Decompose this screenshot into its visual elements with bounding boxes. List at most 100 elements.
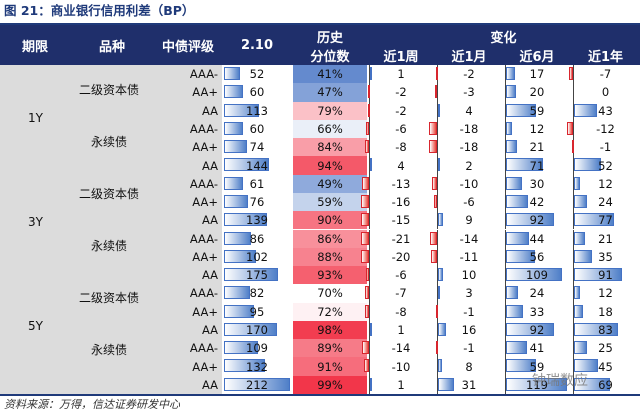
change-m6-cell: 20	[529, 85, 545, 100]
change-axis	[505, 138, 506, 157]
change-axis	[369, 302, 370, 321]
change-axis	[505, 211, 506, 230]
change-axis	[505, 83, 506, 102]
table-row: AAA- 109 89% -14 -1 41 25	[0, 339, 640, 359]
change-axis	[437, 229, 438, 248]
change-axis	[369, 339, 370, 358]
positive-change-bar	[506, 304, 524, 318]
percentile-cell: 99%	[293, 375, 367, 395]
change-w1-cell: -13	[391, 176, 411, 191]
change-axis	[437, 247, 438, 267]
positive-change-bar	[506, 377, 568, 391]
value-bar	[224, 158, 269, 172]
positive-change-bar	[506, 194, 528, 208]
negative-change-bar	[363, 359, 369, 373]
change-axis	[437, 83, 438, 102]
negative-change-bar	[361, 213, 369, 227]
negative-change-bar	[429, 231, 437, 245]
value-cell: 109	[246, 341, 268, 356]
change-y1-cell: 35	[598, 249, 613, 264]
positive-change-bar	[574, 268, 622, 282]
change-m1-cell: 31	[461, 377, 477, 392]
negative-change-bar	[431, 249, 437, 263]
positive-change-bar	[506, 140, 517, 154]
negative-change-bar	[435, 67, 438, 80]
change-m6-cell: 59	[529, 359, 545, 374]
change-y1-cell: -7	[599, 67, 612, 82]
change-axis	[505, 320, 506, 340]
value-cell: 102	[246, 249, 268, 264]
positive-change-bar	[506, 341, 528, 355]
change-m1-cell: -18	[459, 121, 479, 136]
positive-change-bar	[506, 67, 515, 80]
change-axis	[573, 119, 574, 139]
value-cell: 76	[249, 195, 265, 210]
source-note: 资料来源：万得，信达证券研发中心	[0, 394, 640, 412]
negative-change-bar	[429, 140, 437, 154]
negative-change-bar	[572, 140, 575, 154]
change-axis	[573, 357, 574, 376]
negative-change-bar	[361, 341, 369, 355]
rating-cell: AA	[201, 323, 218, 337]
change-m6-cell: 41	[529, 341, 545, 356]
percentile-cell: 70%	[293, 284, 367, 304]
value-bar	[224, 341, 258, 355]
percentile-cell: 98%	[293, 320, 367, 341]
header-period: 期限	[21, 39, 48, 55]
change-axis	[369, 320, 370, 340]
positive-change-bar	[506, 103, 537, 117]
change-m6-cell: 30	[529, 176, 545, 191]
change-w1-cell: -6	[395, 268, 407, 283]
table-row: AA+ 74 84% -8 -18 21 -1	[0, 138, 640, 158]
change-axis	[369, 229, 370, 248]
change-y1-cell: 12	[598, 286, 613, 301]
value-bar	[224, 67, 241, 80]
change-axis	[369, 357, 370, 376]
rating-cell: AA	[201, 158, 218, 173]
change-m1-cell: 16	[461, 323, 477, 337]
change-axis	[437, 101, 438, 120]
negative-change-bar	[362, 176, 369, 190]
table-row: AA 139 90% -15 9 92 77	[0, 211, 640, 231]
change-w1-cell: -8	[395, 304, 407, 319]
positive-change-bar	[438, 359, 443, 373]
header-w1: 近1周	[383, 49, 419, 65]
percentile-cell: 84%	[293, 138, 367, 158]
positive-change-bar	[574, 158, 602, 172]
value-bar	[224, 194, 248, 208]
positive-change-bar	[506, 176, 522, 190]
positive-change-bar	[574, 359, 598, 373]
change-axis	[505, 357, 506, 376]
change-m6-cell: 21	[529, 140, 545, 155]
rating-cell: AA	[201, 268, 218, 283]
value-bar	[224, 140, 248, 154]
positive-change-bar	[506, 231, 529, 245]
negative-change-bar	[365, 286, 369, 300]
rating-cell: AAA-	[189, 341, 218, 356]
change-axis	[369, 284, 370, 303]
positive-change-bar	[574, 377, 611, 391]
change-axis	[573, 101, 574, 120]
rating-cell: AA+	[192, 195, 218, 210]
value-bar	[224, 268, 279, 282]
change-axis	[437, 138, 438, 157]
header-y1: 近1年	[587, 49, 624, 65]
header-m6: 近6月	[519, 49, 555, 65]
rating-cell: AA+	[192, 85, 218, 100]
change-axis	[437, 357, 438, 376]
label-background	[0, 65, 222, 394]
negative-change-bar	[365, 121, 369, 135]
change-axis	[437, 375, 438, 394]
value-cell: 61	[249, 176, 265, 191]
rating-cell: AA+	[192, 359, 218, 374]
percentile-cell: 91%	[293, 357, 367, 377]
negative-change-bar	[569, 67, 573, 80]
change-y1-cell: 69	[598, 377, 613, 392]
negative-change-bar	[431, 176, 437, 190]
rating-cell: AA+	[192, 140, 218, 155]
change-axis	[505, 119, 506, 139]
value-bar	[224, 286, 250, 300]
change-y1-cell: 83	[598, 323, 613, 337]
change-w1-cell: -8	[395, 140, 407, 155]
change-m1-cell: -1	[463, 341, 475, 356]
